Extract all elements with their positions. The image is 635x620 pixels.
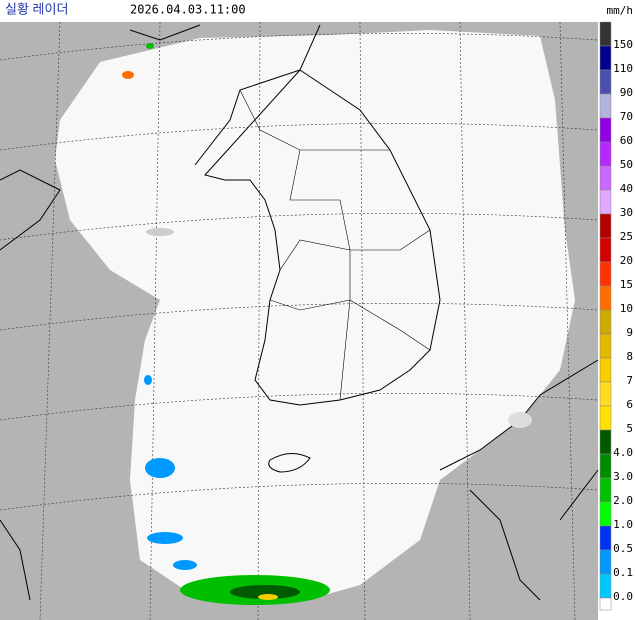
radar-coverage [55, 30, 575, 602]
legend-label: 50 [620, 158, 633, 171]
legend-swatch [599, 573, 612, 599]
legend-swatch [599, 333, 612, 359]
legend-label: 3.0 [613, 470, 633, 483]
legend-swatch [599, 285, 612, 311]
legend-label: 40 [620, 182, 633, 195]
precipitation [122, 43, 532, 605]
timestamp: 2026.04.03.11:00 [130, 3, 246, 17]
legend-label: 70 [620, 110, 633, 123]
legend-swatch [599, 21, 612, 47]
legend-swatch [599, 45, 612, 71]
legend-swatch [599, 525, 612, 551]
legend-label: 9 [626, 326, 633, 339]
legend-label: 6 [626, 398, 633, 411]
legend-swatch [599, 429, 612, 455]
legend-label: 15 [620, 278, 633, 291]
legend-swatch [599, 261, 612, 287]
legend-label: 150 [613, 38, 633, 51]
legend-swatch [599, 141, 612, 167]
unit: mm/h [607, 4, 634, 17]
legend-label: 0.0 [613, 590, 633, 603]
legend-swatch [599, 117, 612, 143]
legend-swatch [599, 453, 612, 479]
legend-swatch [599, 501, 612, 527]
legend: 150 110 90 70 60 50 40 30 25 20 15 10 9 8 7 6 5 4.0 3.0 2.0… [599, 21, 633, 611]
legend-swatch [599, 549, 612, 575]
legend-swatch-empty [599, 597, 612, 611]
title: 실황 레이더 [5, 1, 68, 16]
grid [0, 21, 599, 620]
legend-swatch [599, 477, 612, 503]
map [0, 21, 599, 620]
legend-label: 60 [620, 134, 633, 147]
legend-label: 5 [626, 422, 633, 435]
legend-swatch [599, 237, 612, 263]
legend-swatch [599, 165, 612, 191]
legend-swatch [599, 93, 612, 119]
legend-swatch [599, 381, 612, 407]
legend-swatch [599, 69, 612, 95]
legend-label: 1.0 [613, 518, 633, 531]
coastline [0, 24, 599, 601]
legend-label: 20 [620, 254, 633, 267]
boundaries [239, 89, 431, 401]
legend-label: 110 [613, 62, 633, 75]
legend-label: 25 [620, 230, 633, 243]
legend-label: 2.0 [613, 494, 633, 507]
legend-label: 90 [620, 86, 633, 99]
legend-label: 10 [620, 302, 633, 315]
legend-label: 4.0 [613, 446, 633, 459]
legend-label: 7 [626, 374, 633, 387]
legend-swatch [599, 213, 612, 239]
legend-label: 8 [626, 350, 633, 363]
legend-swatch [599, 357, 612, 383]
legend-swatch [599, 309, 612, 335]
legend-label: 30 [620, 206, 633, 219]
legend-swatch [599, 189, 612, 215]
legend-label: 0.1 [613, 566, 633, 579]
legend-swatch [599, 405, 612, 431]
legend-label: 0.5 [613, 542, 633, 555]
